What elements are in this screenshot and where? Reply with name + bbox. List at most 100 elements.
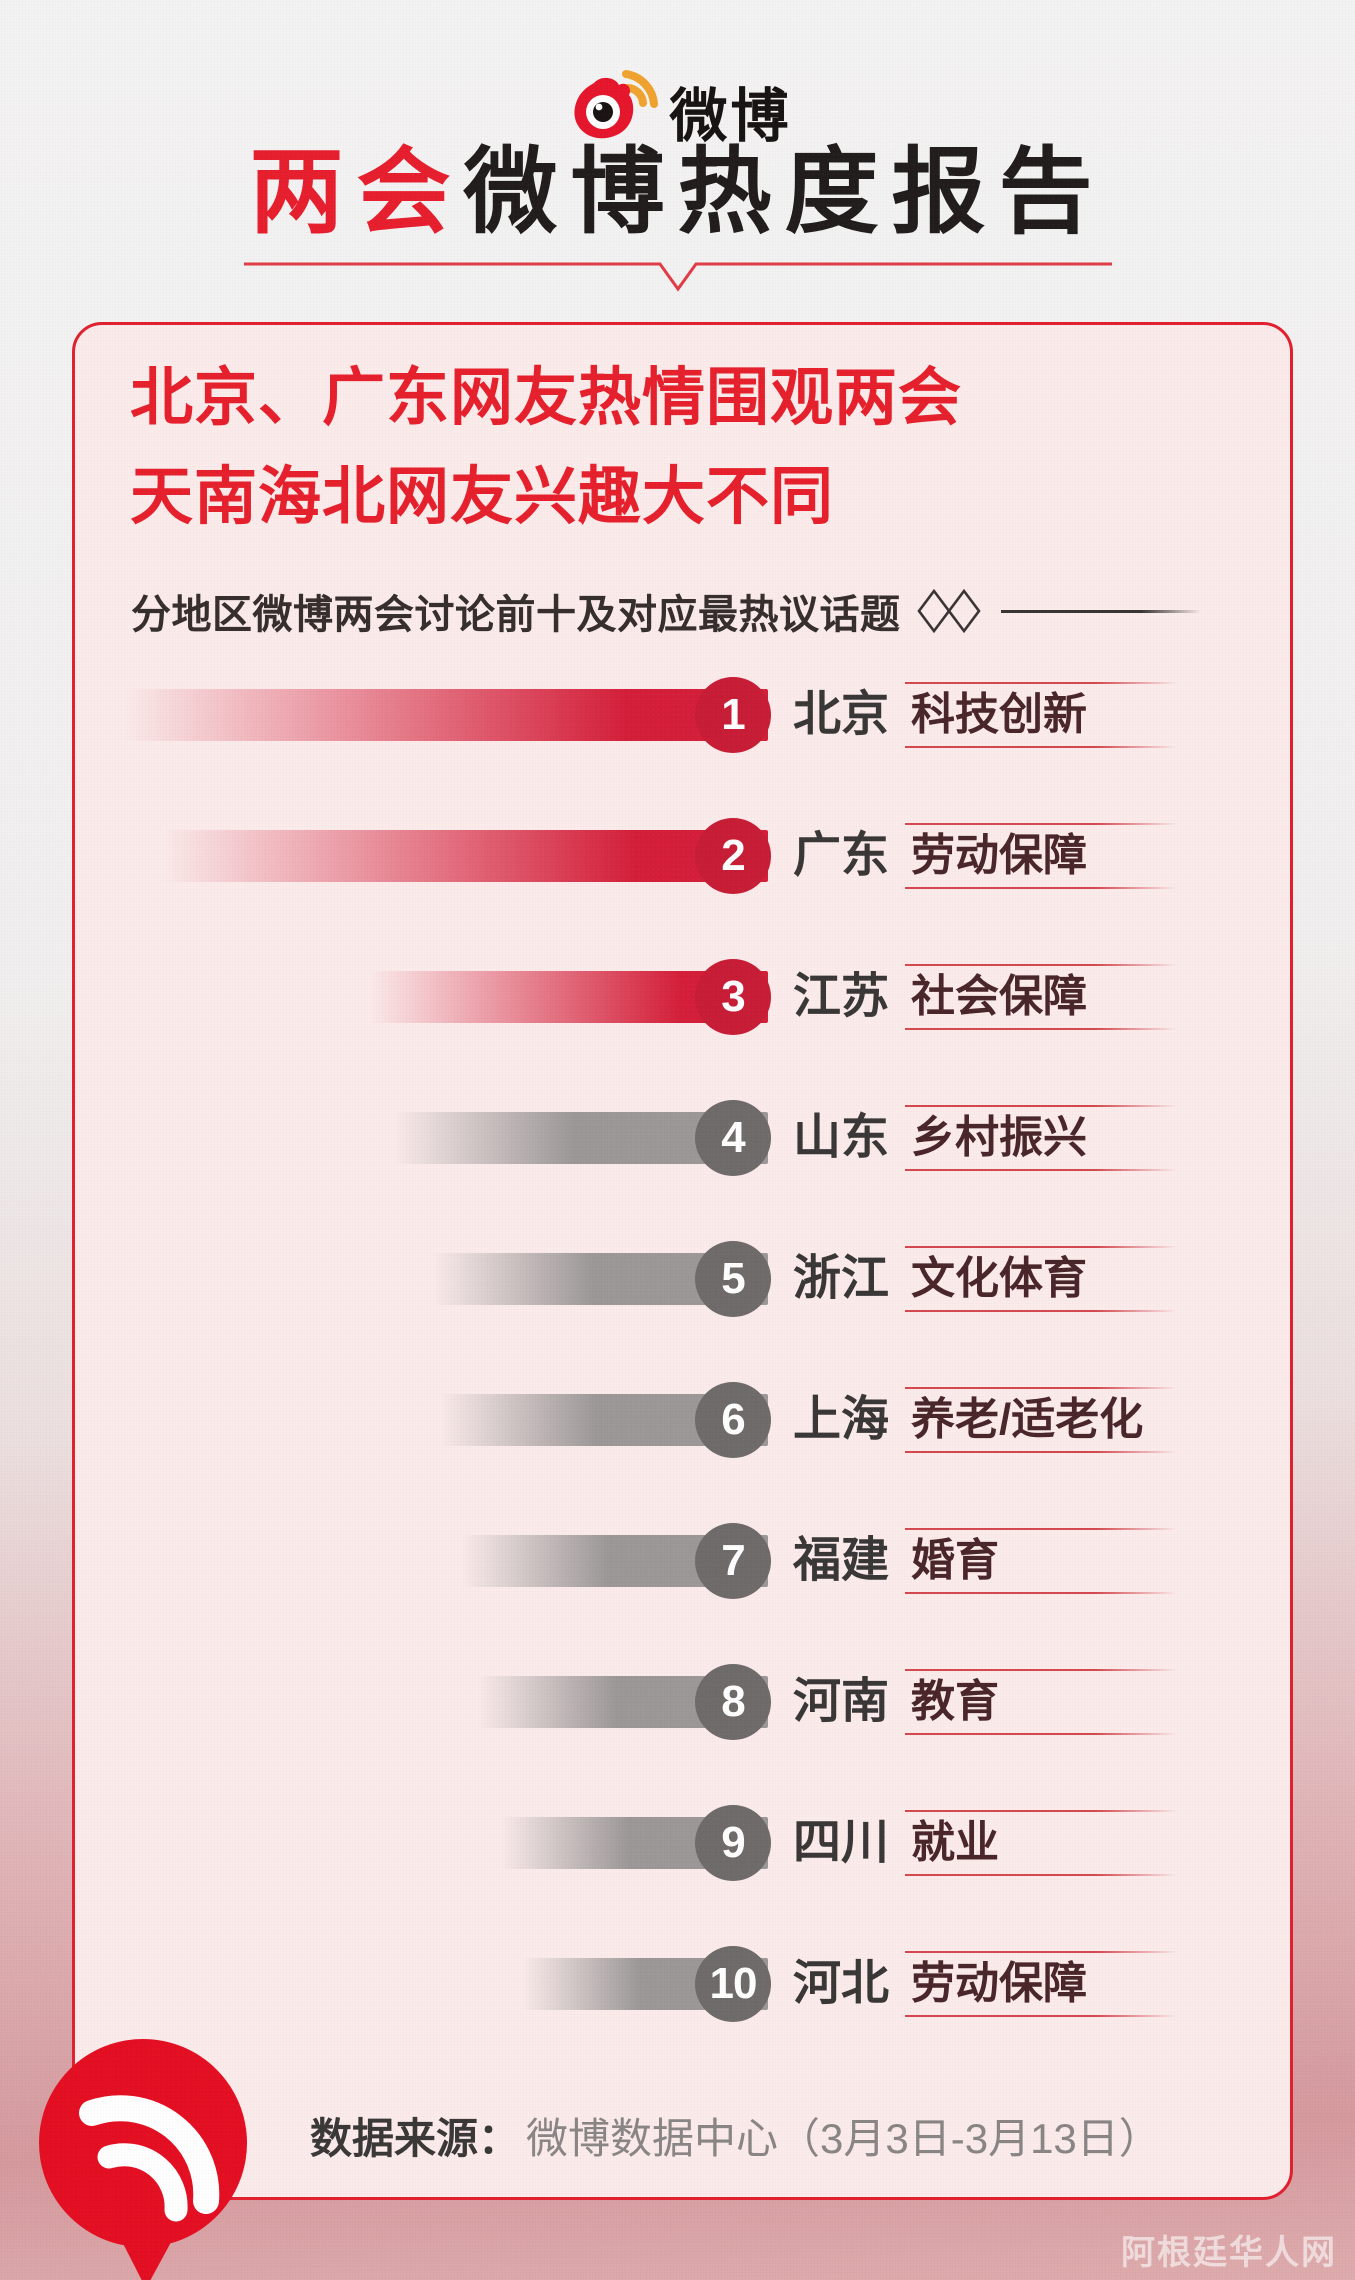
rank-badge: 5 — [695, 1241, 771, 1317]
topic-divider-bottom — [905, 887, 1177, 889]
rank-number: 10 — [709, 1959, 758, 2008]
rank-row: 2 广东 劳动保障 — [75, 816, 1290, 896]
chart-subtitle: 分地区微博两会讨论前十及对应最热议话题 — [131, 593, 901, 637]
topic-divider-top — [905, 823, 1177, 825]
topic-divider-top — [905, 964, 1177, 966]
region-label: 江苏 — [793, 970, 890, 1023]
page-title-red-part: 两会 — [249, 139, 464, 244]
report-card: 北京、广东网友热情围观两会 天南海北网友兴趣大不同 分地区微博两会讨论前十及对应… — [72, 322, 1293, 2200]
weibo-balloon-icon — [39, 2039, 247, 2280]
rank-badge: 7 — [695, 1523, 771, 1599]
topic-label: 婚育 — [911, 1536, 999, 1585]
topic-box: 就业 — [905, 1810, 1177, 1876]
rank-number: 1 — [721, 690, 746, 739]
topic-divider-top — [905, 1105, 1177, 1107]
rank-row: 8 河南 教育 — [75, 1662, 1290, 1742]
topic-box: 劳动保障 — [905, 1951, 1177, 2017]
topic-divider-top — [905, 1387, 1177, 1389]
data-source-value: 微博数据中心（3月3日-3月13日） — [526, 2115, 1161, 2162]
weibo-logo: 微博 — [0, 58, 1355, 164]
rank-badge: 8 — [695, 1664, 771, 1740]
rank-row: 10 河北 劳动保障 — [75, 1944, 1290, 2024]
region-label: 河北 — [793, 1957, 890, 2010]
rank-number: 9 — [721, 1818, 746, 1867]
topic-label: 劳动保障 — [911, 1959, 1087, 2008]
card-heading-line2: 天南海北网友兴趣大不同 — [130, 462, 834, 532]
topic-divider-bottom — [905, 1169, 1177, 1171]
chart-subtitle-row: 分地区微博两会讨论前十及对应最热议话题 — [131, 583, 1201, 639]
watermark: 阿根廷华人网 — [1121, 2234, 1337, 2272]
topic-box: 养老/适老化 — [905, 1387, 1177, 1453]
topic-label: 科技创新 — [911, 690, 1087, 739]
rank-number: 7 — [721, 1536, 746, 1585]
rank-number: 6 — [721, 1395, 746, 1444]
rank-badge: 2 — [695, 818, 771, 894]
topic-divider-top — [905, 1669, 1177, 1671]
rank-badge: 9 — [695, 1805, 771, 1881]
topic-box: 劳动保障 — [905, 823, 1177, 889]
topic-divider-bottom — [905, 1451, 1177, 1453]
region-label: 山东 — [793, 1111, 890, 1164]
topic-label: 养老/适老化 — [911, 1395, 1144, 1444]
topic-box: 社会保障 — [905, 964, 1177, 1030]
topic-box: 科技创新 — [905, 682, 1177, 748]
rank-row: 9 四川 就业 — [75, 1803, 1290, 1883]
topic-label: 社会保障 — [911, 972, 1087, 1021]
rank-number: 2 — [721, 831, 746, 880]
rank-row: 5 浙江 文化体育 — [75, 1239, 1290, 1319]
topic-box: 乡村振兴 — [905, 1105, 1177, 1171]
topic-divider-top — [905, 1810, 1177, 1812]
region-label: 四川 — [793, 1816, 890, 1869]
card-heading-line1: 北京、广东网友热情围观两会 — [130, 363, 962, 433]
card-heading: 北京、广东网友热情围观两会 天南海北网友兴趣大不同 — [130, 349, 962, 547]
region-label: 广东 — [793, 829, 890, 882]
page-title: 两会微博热度报告 — [0, 142, 1355, 242]
topic-divider-bottom — [905, 1592, 1177, 1594]
topic-label: 劳动保障 — [911, 831, 1087, 880]
rank-badge: 4 — [695, 1100, 771, 1176]
topic-box: 婚育 — [905, 1528, 1177, 1594]
title-underline-ribbon — [244, 262, 1112, 292]
weibo-wordmark: 微博 — [669, 84, 792, 149]
rank-badge: 6 — [695, 1382, 771, 1458]
topic-label: 就业 — [911, 1818, 999, 1867]
rank-row: 1 北京 科技创新 — [75, 675, 1290, 755]
rank-row: 7 福建 婚育 — [75, 1521, 1290, 1601]
topic-divider-bottom — [905, 2015, 1177, 2017]
region-label: 北京 — [793, 688, 890, 741]
data-source-label: 数据来源： — [310, 2115, 521, 2162]
double-diamond-icon — [916, 589, 981, 633]
rank-badge: 1 — [695, 677, 771, 753]
topic-label: 乡村振兴 — [911, 1113, 1087, 1162]
rank-row: 6 上海 养老/适老化 — [75, 1380, 1290, 1460]
weibo-eye-icon — [574, 70, 659, 139]
rank-number: 8 — [721, 1677, 746, 1726]
region-label: 福建 — [793, 1534, 890, 1587]
rank-number: 5 — [721, 1254, 746, 1303]
decoration-line — [1000, 609, 1201, 613]
topic-divider-bottom — [905, 1028, 1177, 1030]
ranking-list: 1 北京 科技创新 2 广东 劳动保障 3 江苏 社会保障 — [75, 325, 1290, 2197]
rank-number: 4 — [721, 1113, 746, 1162]
topic-divider-bottom — [905, 1874, 1177, 1876]
topic-box: 文化体育 — [905, 1246, 1177, 1312]
topic-divider-bottom — [905, 1310, 1177, 1312]
region-label: 上海 — [793, 1393, 890, 1446]
topic-label: 文化体育 — [911, 1254, 1087, 1303]
rank-number: 3 — [721, 972, 746, 1021]
region-label: 河南 — [793, 1675, 890, 1728]
rank-badge: 3 — [695, 959, 771, 1035]
topic-divider-top — [905, 682, 1177, 684]
heat-bar — [124, 689, 768, 741]
diamond-decoration — [916, 589, 1201, 633]
region-label: 浙江 — [793, 1252, 890, 1305]
heat-bar — [163, 830, 768, 882]
topic-divider-top — [905, 1246, 1177, 1248]
topic-box: 教育 — [905, 1669, 1177, 1735]
rank-row: 4 山东 乡村振兴 — [75, 1098, 1290, 1178]
topic-divider-top — [905, 1528, 1177, 1530]
rank-badge: 10 — [695, 1946, 771, 2022]
topic-divider-bottom — [905, 746, 1177, 748]
rank-row: 3 江苏 社会保障 — [75, 957, 1290, 1037]
